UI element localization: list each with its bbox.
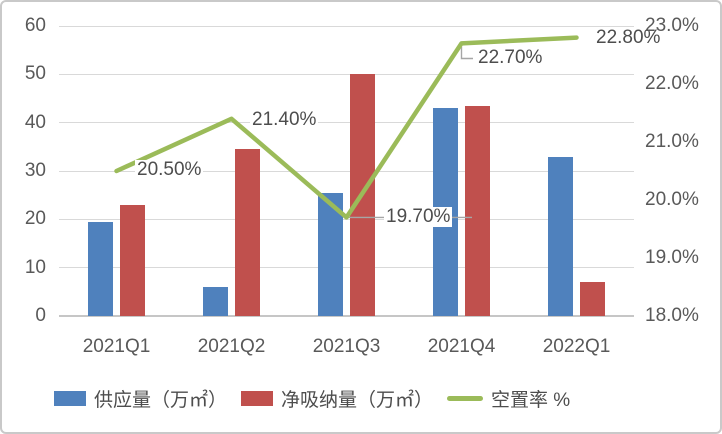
absorption-legend-swatch bbox=[241, 391, 274, 406]
legend-item-supply: 供应量（万㎡） bbox=[54, 385, 227, 412]
vacancy-legend-label: 空置率 % bbox=[491, 390, 571, 411]
x-axis-label-2021Q4: 2021Q4 bbox=[427, 336, 496, 357]
left-axis-tick-0: 0 bbox=[35, 305, 46, 326]
right-axis-tick-21.0%: 21.0% bbox=[645, 131, 699, 152]
vacancy-legend-line bbox=[447, 396, 484, 401]
left-axis-tick-20: 20 bbox=[24, 208, 46, 230]
left-axis-tick-60: 60 bbox=[24, 15, 46, 36]
bar-supply-2022Q1 bbox=[548, 156, 573, 316]
x-axis-label-2021Q1: 2021Q1 bbox=[82, 336, 151, 357]
left-axis-tick-10: 10 bbox=[24, 256, 46, 278]
chart-legend: 供应量（万㎡） 净吸纳量（万㎡） 空置率 % bbox=[54, 385, 570, 412]
gridline bbox=[59, 122, 634, 124]
bar-absorption-2021Q3 bbox=[350, 74, 375, 316]
left-axis-tick-30: 30 bbox=[24, 160, 46, 181]
x-axis-line bbox=[59, 315, 634, 317]
bar-absorption-2021Q4 bbox=[465, 105, 490, 316]
bar-supply-2021Q1 bbox=[88, 221, 113, 316]
x-axis-label-2021Q2: 2021Q2 bbox=[197, 336, 266, 357]
right-axis-tick-18.0%: 18.0% bbox=[645, 305, 699, 326]
left-axis-tick-50: 50 bbox=[24, 63, 46, 85]
left-axis-tick-40: 40 bbox=[24, 111, 46, 133]
x-axis-label-2022Q1: 2022Q1 bbox=[542, 336, 611, 357]
bar-supply-2021Q2 bbox=[203, 287, 228, 316]
bar-supply-2021Q3 bbox=[318, 192, 343, 316]
gridline bbox=[59, 25, 634, 27]
right-axis-tick-20.0%: 20.0% bbox=[645, 189, 699, 210]
vacancy-data-label-2021Q2: 21.40% bbox=[250, 109, 319, 130]
label-leader-line bbox=[460, 47, 473, 60]
supply-legend-swatch bbox=[54, 391, 86, 406]
vacancy-data-label-2021Q4: 22.70% bbox=[476, 47, 545, 68]
absorption-legend-label: 净吸纳量（万㎡） bbox=[281, 390, 434, 411]
vacancy-data-label-2022Q1: 22.80% bbox=[594, 27, 663, 48]
gridline bbox=[59, 73, 634, 75]
x-axis-label-2021Q3: 2021Q3 bbox=[312, 336, 381, 357]
bar-absorption-2021Q2 bbox=[235, 149, 260, 316]
supply-legend-label: 供应量（万㎡） bbox=[94, 390, 228, 411]
right-axis-tick-19.0%: 19.0% bbox=[645, 247, 699, 268]
right-axis-tick-22.0%: 22.0% bbox=[645, 73, 699, 94]
legend-item-vacancy: 空置率 % bbox=[447, 385, 570, 412]
right-axis-tick-23.0%: 23.0% bbox=[645, 15, 699, 36]
legend-item-absorption: 净吸纳量（万㎡） bbox=[241, 385, 433, 412]
vacancy-data-label-2021Q3: 19.70% bbox=[384, 206, 453, 227]
vacancy-data-label-2021Q1: 20.50% bbox=[135, 159, 204, 180]
bar-absorption-2022Q1 bbox=[580, 282, 605, 316]
gridline bbox=[59, 267, 634, 269]
bar-absorption-2021Q1 bbox=[120, 204, 145, 316]
